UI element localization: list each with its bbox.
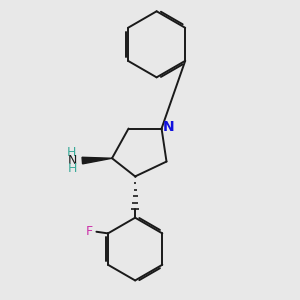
Text: N: N (163, 120, 175, 134)
Text: H: H (67, 146, 76, 159)
Text: H: H (68, 162, 77, 175)
Polygon shape (82, 157, 112, 164)
Text: N: N (68, 154, 77, 167)
Text: F: F (86, 225, 93, 238)
